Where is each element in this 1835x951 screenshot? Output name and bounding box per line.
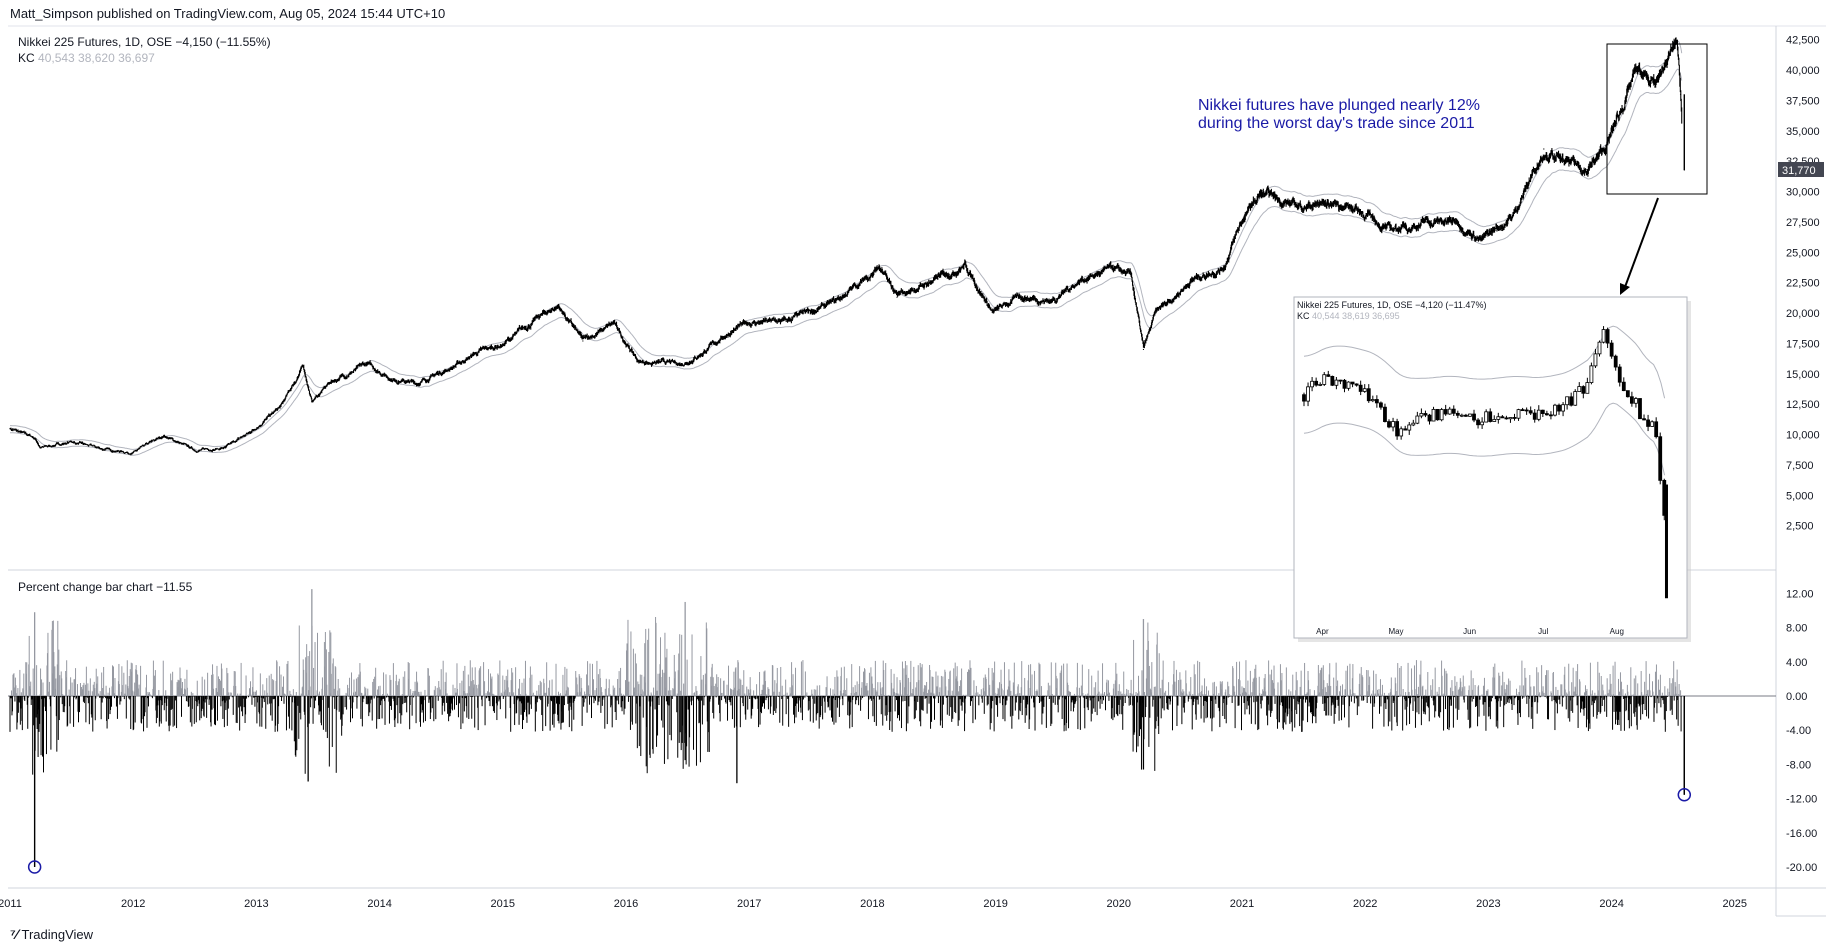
price-point — [249, 431, 251, 433]
price-point — [502, 343, 504, 346]
price-point — [1635, 70, 1637, 72]
price-chart[interactable] — [9, 37, 1685, 456]
price-point — [637, 361, 639, 363]
price-point — [896, 296, 898, 298]
price-axis[interactable]: 42,50040,00037,50035,00032,50030,00027,5… — [1778, 35, 1824, 533]
price-point — [1543, 148, 1545, 150]
price-tick-label: 12,500 — [1786, 399, 1820, 411]
price-point — [1586, 169, 1588, 171]
price-point — [1241, 220, 1243, 222]
price-point — [194, 449, 196, 451]
price-tick-label: 7,500 — [1786, 460, 1814, 472]
price-tick-label: 27,500 — [1786, 217, 1820, 229]
price-point — [391, 378, 393, 380]
price-point — [34, 437, 36, 439]
chart-frame — [8, 25, 1826, 917]
last-price-badge — [1778, 161, 1824, 177]
price-point — [992, 312, 994, 314]
price-point — [452, 365, 455, 368]
price-point — [834, 301, 837, 303]
price-point — [933, 279, 935, 281]
price-point — [101, 448, 103, 450]
price-point — [1327, 203, 1329, 205]
price-tick-label: 25,000 — [1786, 247, 1820, 259]
price-point — [280, 405, 282, 408]
price-point — [1142, 348, 1145, 351]
price-point — [680, 363, 683, 365]
price-point — [1259, 193, 1262, 195]
price-point — [1296, 205, 1299, 207]
price-point — [71, 441, 73, 443]
price-tick-label: 15,000 — [1786, 369, 1820, 381]
price-point — [877, 266, 880, 268]
price-point — [1654, 86, 1656, 88]
price-point — [785, 320, 787, 323]
price-point — [1604, 148, 1607, 150]
price-tick-label: 5,000 — [1786, 490, 1814, 502]
last-price-label: 31,770 — [1782, 165, 1816, 177]
price-tick-label: 30,000 — [1786, 187, 1820, 199]
price-tick-label: 10,000 — [1786, 430, 1820, 442]
price-point — [1112, 268, 1114, 270]
price-tick-label: 2,500 — [1786, 521, 1814, 533]
price-point — [366, 363, 368, 365]
price-point — [1155, 312, 1157, 314]
price-point — [302, 365, 304, 368]
price-tick-label: 20,000 — [1786, 308, 1820, 320]
price-tick-label: 40,000 — [1786, 65, 1820, 77]
price-point — [1457, 221, 1459, 223]
price-point — [964, 263, 966, 265]
price-point — [132, 452, 134, 454]
price-point — [539, 316, 541, 318]
price-point — [163, 435, 165, 437]
price-point — [1481, 239, 1483, 241]
price-point — [582, 340, 584, 342]
price-point — [748, 322, 750, 324]
price-point — [40, 447, 42, 449]
price-tick-label: 17,500 — [1786, 338, 1820, 350]
price-point — [1679, 93, 1682, 95]
price-point — [1192, 278, 1194, 280]
price-point — [1222, 266, 1225, 268]
price-point — [311, 401, 313, 403]
price-point — [1130, 275, 1132, 278]
price-point — [1426, 221, 1428, 223]
price-point — [329, 381, 331, 383]
price-point — [1389, 229, 1391, 231]
price-tick-label: 22,500 — [1786, 278, 1820, 290]
price-point — [1561, 161, 1563, 163]
price-tick-label: 35,000 — [1786, 126, 1820, 138]
price-point — [865, 277, 867, 279]
percent-change-chart[interactable] — [8, 589, 1776, 874]
price-point — [1352, 205, 1354, 207]
price-point — [1050, 300, 1052, 302]
price-point — [730, 330, 732, 332]
price-point — [1019, 295, 1021, 297]
price-point — [225, 447, 227, 449]
price-point — [699, 353, 701, 355]
price-point — [415, 382, 418, 385]
price-tick-label: 42,500 — [1786, 35, 1820, 47]
price-point — [9, 427, 11, 430]
price-point — [613, 323, 615, 325]
keltner-upper-band — [10, 40, 1683, 451]
price-point — [557, 305, 559, 307]
keltner-lower-band — [10, 68, 1683, 456]
price-point — [1081, 278, 1083, 280]
price-tick-label: 37,500 — [1786, 95, 1820, 107]
price-point — [1683, 169, 1685, 171]
price-point — [1512, 215, 1514, 217]
price-point — [477, 351, 479, 353]
price-point — [1676, 40, 1678, 42]
